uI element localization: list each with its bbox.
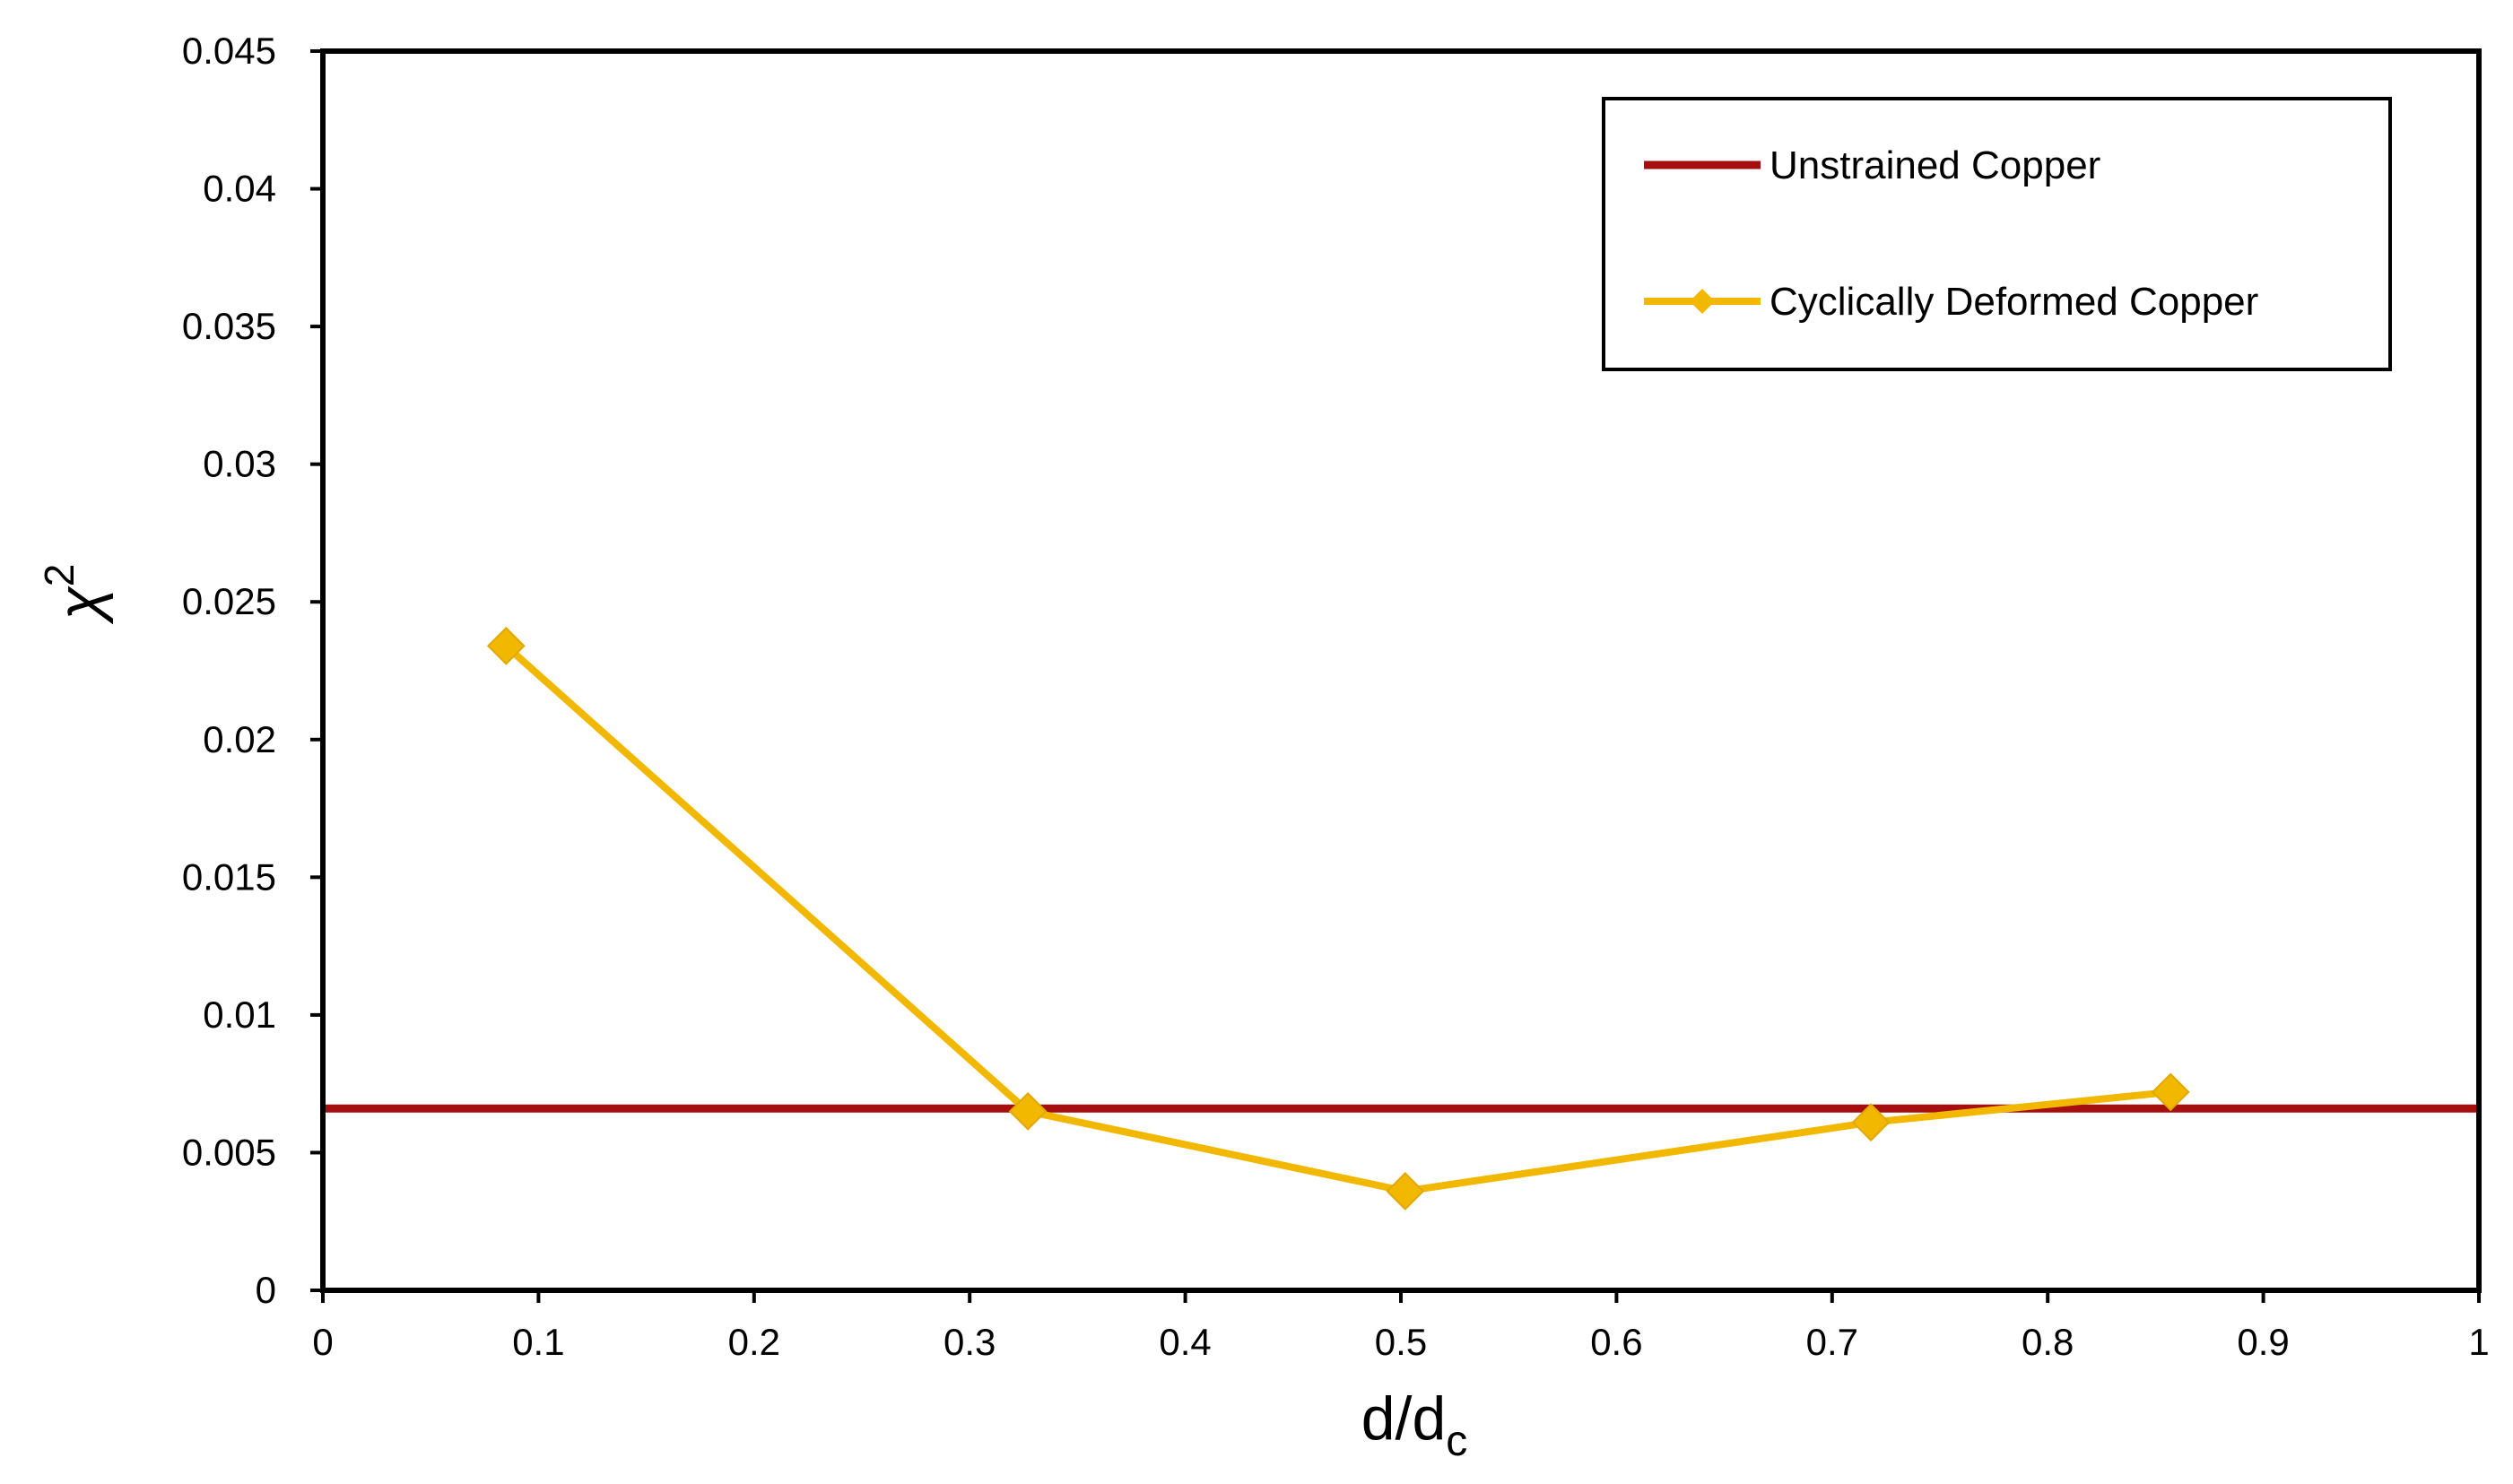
- data-point-marker: [2151, 1072, 2190, 1112]
- y-tick-label: 0.01: [203, 994, 276, 1036]
- legend-label: Cyclically Deformed Copper: [1770, 280, 2258, 324]
- y-axis-title-superscript: 2: [36, 564, 83, 587]
- x-tick-label: 0.5: [1375, 1321, 1427, 1363]
- axes-layer: 0 0.1 0.2 0.3 0.4 0.5 0.6 0.7 0.8 0.9 1 0 0.005 0.01 0…: [36, 30, 2490, 1465]
- x-tick-label: 0: [312, 1321, 333, 1363]
- x-tick-label: 0.8: [2022, 1321, 2074, 1363]
- x-tick-label: 0.4: [1159, 1321, 1211, 1363]
- legend: Unstrained Copper Cyclically Deformed Cop…: [1602, 97, 2392, 371]
- data-point-marker: [1386, 1172, 1425, 1211]
- y-tick-label: 0.02: [203, 718, 276, 760]
- data-point-marker: [486, 626, 526, 665]
- y-tick-label: 0.035: [182, 305, 276, 347]
- y-axis-title-main: χ: [46, 585, 114, 624]
- data-point-marker: [1851, 1103, 1891, 1142]
- x-tick-label: 0.2: [728, 1321, 780, 1363]
- x-tick-label: 0.6: [1590, 1321, 1642, 1363]
- y-tick-label: 0.04: [203, 168, 276, 210]
- legend-swatch-marker: [1690, 289, 1715, 314]
- y-tick-label: 0.03: [203, 443, 276, 485]
- y-tick-label: 0.005: [182, 1131, 276, 1173]
- legend-label: Unstrained Copper: [1770, 143, 2100, 187]
- y-tick-label: 0.025: [182, 580, 276, 622]
- x-axis-title: d/dc: [1361, 1384, 1468, 1465]
- y-tick-label: 0.015: [182, 855, 276, 898]
- legend-box: [1602, 97, 2392, 371]
- x-tick-label: 1: [2468, 1321, 2489, 1363]
- x-axis-title-main: d/d: [1361, 1384, 1447, 1453]
- y-tick-label: 0.045: [182, 30, 276, 72]
- x-tick-label: 0.9: [2237, 1321, 2289, 1363]
- x-tick-label: 0.3: [943, 1321, 996, 1363]
- y-tick-label: 0: [256, 1269, 276, 1311]
- y-axis-title: χ2: [36, 564, 114, 625]
- data-point-marker: [1008, 1091, 1048, 1131]
- x-tick-label: 0.7: [1806, 1321, 1858, 1363]
- x-axis-title-subscript: c: [1446, 1418, 1467, 1465]
- x-tick-label: 0.1: [512, 1321, 564, 1363]
- series-layer: [323, 626, 2479, 1211]
